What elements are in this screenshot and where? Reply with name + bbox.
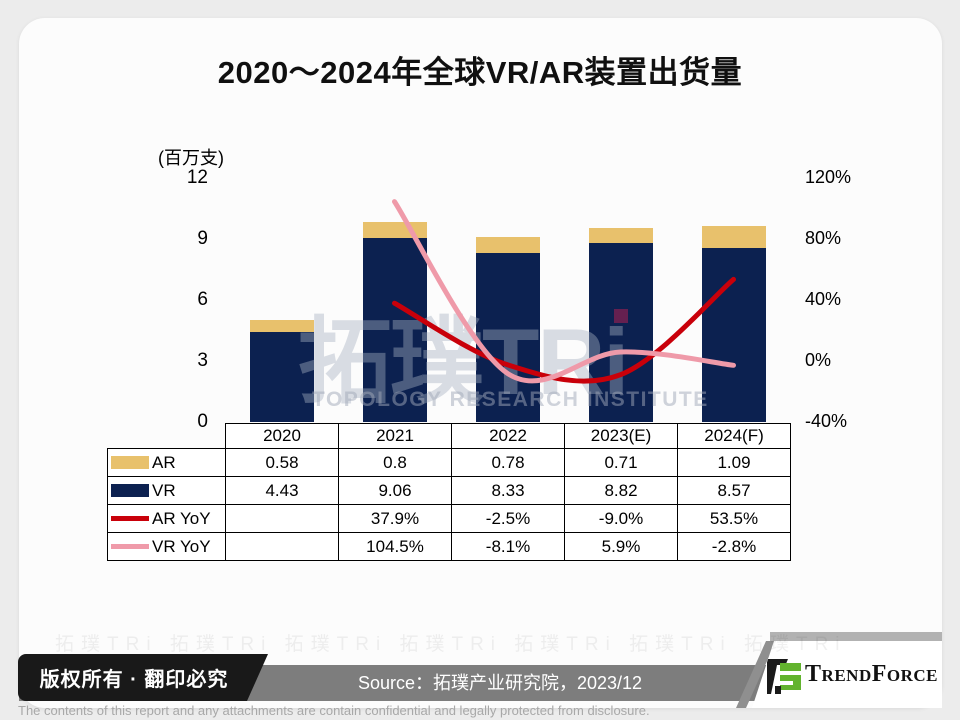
table-value-cell: 9.06	[338, 476, 452, 505]
copyright-text: 版权所有 · 翻印必究	[39, 669, 229, 691]
table-value-cell	[225, 532, 339, 561]
table-value-cell: 0.78	[451, 448, 565, 477]
brand-plate: TrendForce	[752, 641, 942, 708]
legend-cell-vr-yoy: VR YoY	[107, 532, 226, 561]
footer-top-stripe	[770, 632, 942, 641]
bar-segment-vr-2020	[249, 331, 314, 422]
table-value-cell: 0.71	[564, 448, 678, 477]
table-value-cell: 8.82	[564, 476, 678, 505]
data-table: 2020 2021 2022 2023(E) 2024(F) AR 0.58 0.8 0.78 0…	[107, 423, 791, 561]
left-axis-tick: 9	[197, 228, 208, 249]
bar-segment-ar-2021	[362, 221, 427, 238]
chart-title: 2020～2024年全球VR/AR装置出货量	[217, 55, 743, 90]
vr-swatch-icon	[111, 484, 149, 497]
bar-segment-ar-2024(F)	[701, 225, 766, 248]
table-value-cell: 1.09	[677, 448, 791, 477]
table-value-cell: 53.5%	[677, 504, 791, 533]
watermark-subtext: TOPOLOGY RESEARCH INSTITUTE	[312, 388, 709, 411]
legend-label: VR	[152, 480, 176, 500]
bar-segment-vr-2024(F)	[701, 247, 766, 422]
legend-label: VR YoY	[152, 536, 211, 556]
brand-name: TrendForce	[805, 661, 938, 687]
watermark-dot	[614, 309, 628, 323]
year-header-cell: 2024(F)	[677, 423, 791, 449]
bar-segment-ar-2023(E)	[588, 228, 653, 243]
table-corner-empty	[108, 424, 226, 449]
legend-label: AR YoY	[152, 508, 211, 528]
trendforce-logo-icon	[767, 658, 802, 694]
table-value-cell: 0.8	[338, 448, 452, 477]
data-table-wrap: 2020 2021 2022 2023(E) 2024(F) AR 0.58 0.8 0.78 0…	[107, 423, 791, 561]
ar-yoy-swatch-icon	[111, 516, 149, 521]
legend-cell-ar: AR	[107, 448, 226, 477]
legend-label: AR	[152, 452, 176, 472]
table-value-cell: -8.1%	[451, 532, 565, 561]
bar-segment-ar-2022	[475, 236, 540, 253]
right-axis-tick: 40%	[805, 289, 842, 309]
disclaimer-text: The contents of this report and any atta…	[18, 703, 650, 718]
table-value-cell	[225, 504, 339, 533]
year-header-cell: 2023(E)	[564, 423, 678, 449]
table-value-cell: 8.33	[451, 476, 565, 505]
right-axis-tick: 0%	[805, 350, 832, 370]
left-axis-tick: 12	[186, 167, 208, 188]
left-axis-tick: 0	[197, 411, 208, 432]
right-axis-tick: -40%	[805, 411, 848, 431]
year-header-cell: 2021	[338, 423, 452, 449]
bar-segment-ar-2020	[249, 320, 314, 332]
table-value-cell: -2.5%	[451, 504, 565, 533]
left-axis-unit-label: (百万支)	[158, 148, 224, 168]
table-value-cell: 4.43	[225, 476, 339, 505]
right-axis-tick: 120%	[805, 167, 852, 187]
table-value-cell: 8.57	[677, 476, 791, 505]
left-axis-tick: 3	[197, 350, 208, 371]
copyright-badge: 版权所有 · 翻印必究	[18, 654, 268, 701]
table-value-cell: 37.9%	[338, 504, 452, 533]
table-value-cell: 5.9%	[564, 532, 678, 561]
ar-swatch-icon	[111, 456, 149, 469]
table-value-cell: -2.8%	[677, 532, 791, 561]
source-text: Source：拓璞产业研究院，2023/12	[357, 673, 643, 693]
legend-cell-ar-yoy: AR YoY	[107, 504, 226, 533]
legend-cell-vr: VR	[107, 476, 226, 505]
year-header-cell: 2022	[451, 423, 565, 449]
year-header-cell: 2020	[225, 423, 339, 449]
table-value-cell: 104.5%	[338, 532, 452, 561]
table-value-cell: 0.58	[225, 448, 339, 477]
right-axis-tick: 80%	[805, 228, 842, 248]
vr-yoy-swatch-icon	[111, 544, 149, 549]
left-axis-tick: 6	[197, 289, 208, 310]
table-value-cell: -9.0%	[564, 504, 678, 533]
